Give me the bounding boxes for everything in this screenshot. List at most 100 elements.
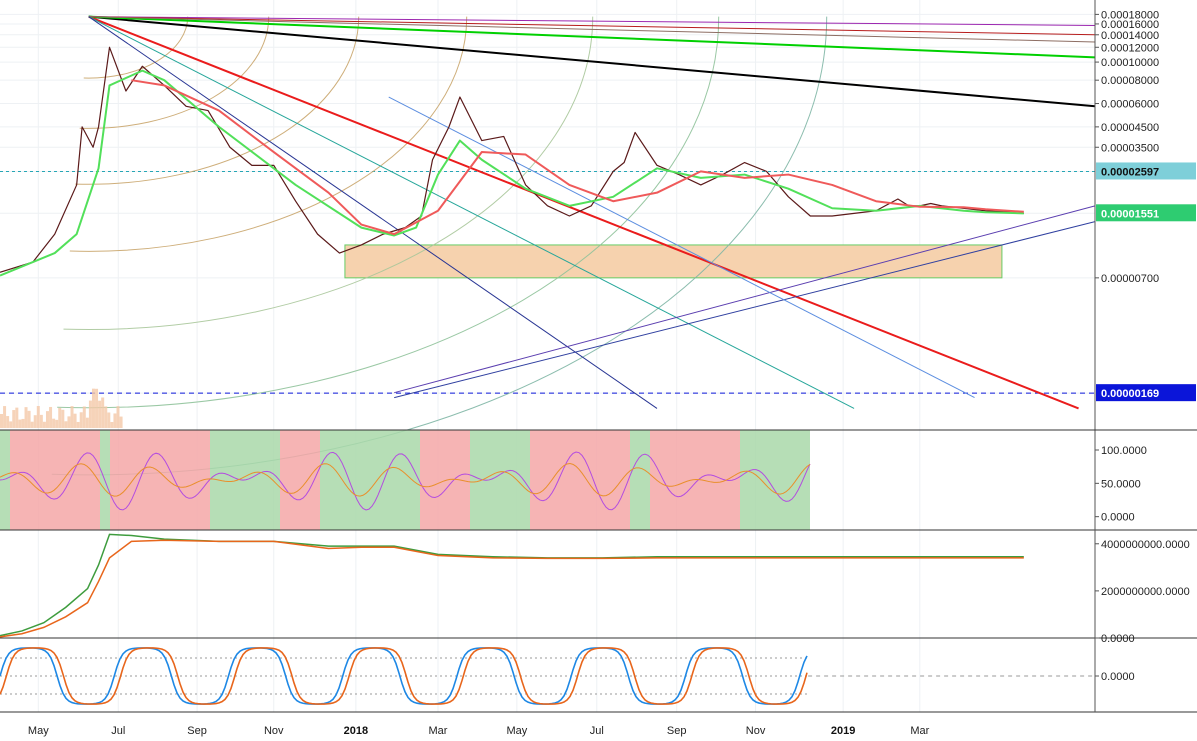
- osc-bg-stripe: [580, 430, 590, 530]
- x-tick-label: Sep: [187, 725, 207, 737]
- fan-line-0: [88, 15, 1096, 108]
- osc-bg-stripe: [120, 430, 130, 530]
- osc-bg-stripe: [790, 430, 800, 530]
- volume-bar: [76, 421, 80, 428]
- osc-line-fast: [0, 451, 811, 511]
- osc-bg-stripe: [530, 430, 540, 530]
- volume-bar: [39, 414, 43, 428]
- osc-bg-stripe: [270, 430, 280, 530]
- fib-arc-3: [69, 16, 468, 252]
- volume-bar: [15, 407, 19, 428]
- volume-bar: [3, 406, 7, 428]
- x-tick-label: Nov: [746, 725, 766, 737]
- volume-bar: [107, 412, 111, 428]
- osc-bg-stripe: [160, 430, 170, 530]
- osc-bg-stripe: [700, 430, 710, 530]
- x-tick-label: Nov: [264, 725, 284, 737]
- price-badge-bg-10: [1096, 204, 1196, 222]
- osc-bg-stripe: [90, 430, 100, 530]
- osc-bg-stripe: [750, 430, 760, 530]
- osc-bg-stripe: [440, 430, 450, 530]
- volume-bar: [95, 388, 99, 428]
- volume-bar: [116, 406, 120, 428]
- osc-bg-stripe: [450, 430, 460, 530]
- osc-bg-stripe: [210, 430, 220, 530]
- price-badge: 0.00001551: [1101, 208, 1159, 220]
- osc-bg-stripe: [330, 430, 340, 530]
- x-tick-label: Mar: [429, 725, 448, 737]
- osc-bg-stripe: [540, 430, 550, 530]
- cumulative-volume-panel[interactable]: [0, 533, 1197, 639]
- osc-bg-stripe: [290, 430, 300, 530]
- osc-line-slow: [0, 463, 811, 497]
- osc-bg-stripe: [380, 430, 390, 530]
- volume-bar: [101, 397, 105, 428]
- volume-bar: [12, 410, 16, 428]
- osc-bg-stripe: [190, 430, 200, 530]
- osc-bg-stripe: [550, 430, 560, 530]
- series-ema-slow: [131, 79, 1024, 236]
- volume-bar: [64, 421, 68, 428]
- fan-line-6: [88, 16, 855, 409]
- volume-bar: [91, 388, 95, 428]
- volume-bar: [88, 400, 92, 428]
- price-badge-bg-12: [1096, 384, 1196, 402]
- osc-bg-stripe: [610, 430, 620, 530]
- osc-bg-stripe: [400, 430, 410, 530]
- osc-bg-stripe: [620, 430, 630, 530]
- price-badge-bg-9: [1096, 162, 1196, 180]
- volume-bar: [67, 416, 71, 428]
- volume-bar: [73, 413, 77, 428]
- fib-arc-1: [79, 16, 270, 129]
- grid: [0, 0, 1095, 712]
- stoch-d-line: [0, 647, 808, 705]
- osc-bg-stripe: [250, 430, 260, 530]
- volume-bar: [9, 421, 13, 428]
- volume-bar: [36, 406, 40, 428]
- osc-bg-stripe: [200, 430, 210, 530]
- osc-bg-stripe: [490, 430, 500, 530]
- osc-bg-stripe: [360, 430, 370, 530]
- volume-bar: [49, 406, 53, 428]
- series-price: [0, 46, 1024, 273]
- osc-bg-stripe: [10, 430, 20, 530]
- y-tick-label: 0.00008000: [1101, 75, 1159, 87]
- osc-bg-stripe: [520, 430, 530, 530]
- volume-bar: [24, 407, 28, 428]
- y-tick-label: 0.00003500: [1101, 142, 1159, 154]
- osc-bg-stripe: [600, 430, 610, 530]
- osc-bg-stripe: [310, 430, 320, 530]
- osc-bg-stripe: [710, 430, 720, 530]
- osc-bg-stripe: [60, 430, 70, 530]
- stoch-k-line: [0, 647, 808, 705]
- osc-bg-stripe: [650, 430, 660, 530]
- osc-bg-stripe: [130, 430, 140, 530]
- fib-arc-5: [57, 16, 720, 409]
- osc-bg-stripe: [230, 430, 240, 530]
- osc-bg-stripe: [350, 430, 360, 530]
- y-tick-label: 0.00004500: [1101, 122, 1159, 134]
- trendline-2018: [388, 96, 975, 399]
- volume-bar: [0, 414, 3, 428]
- osc-bg-stripe: [770, 430, 780, 530]
- osc-bg-stripe: [80, 430, 90, 530]
- volume-bar: [104, 406, 108, 428]
- x-tick-label: Jul: [590, 725, 604, 737]
- price-badge: 0.00002597: [1101, 166, 1159, 178]
- price-panel[interactable]: [0, 15, 1096, 476]
- osc-bg-stripe: [560, 430, 570, 530]
- osc-bg-stripe: [260, 430, 270, 530]
- volume-bar: [21, 418, 25, 428]
- stoch-tick-label: 0.0000: [1101, 671, 1135, 683]
- osc-bg-stripe: [70, 430, 80, 530]
- osc-bg-stripe: [660, 430, 670, 530]
- osc-bg-stripe: [670, 430, 680, 530]
- osc-bg-stripe: [420, 430, 430, 530]
- stochastic-panel[interactable]: [0, 647, 1197, 713]
- osc-bg-stripe: [340, 430, 350, 530]
- oscillator-panel[interactable]: [0, 430, 1197, 531]
- volume-bar: [113, 413, 117, 428]
- osc-bg-stripe: [570, 430, 580, 530]
